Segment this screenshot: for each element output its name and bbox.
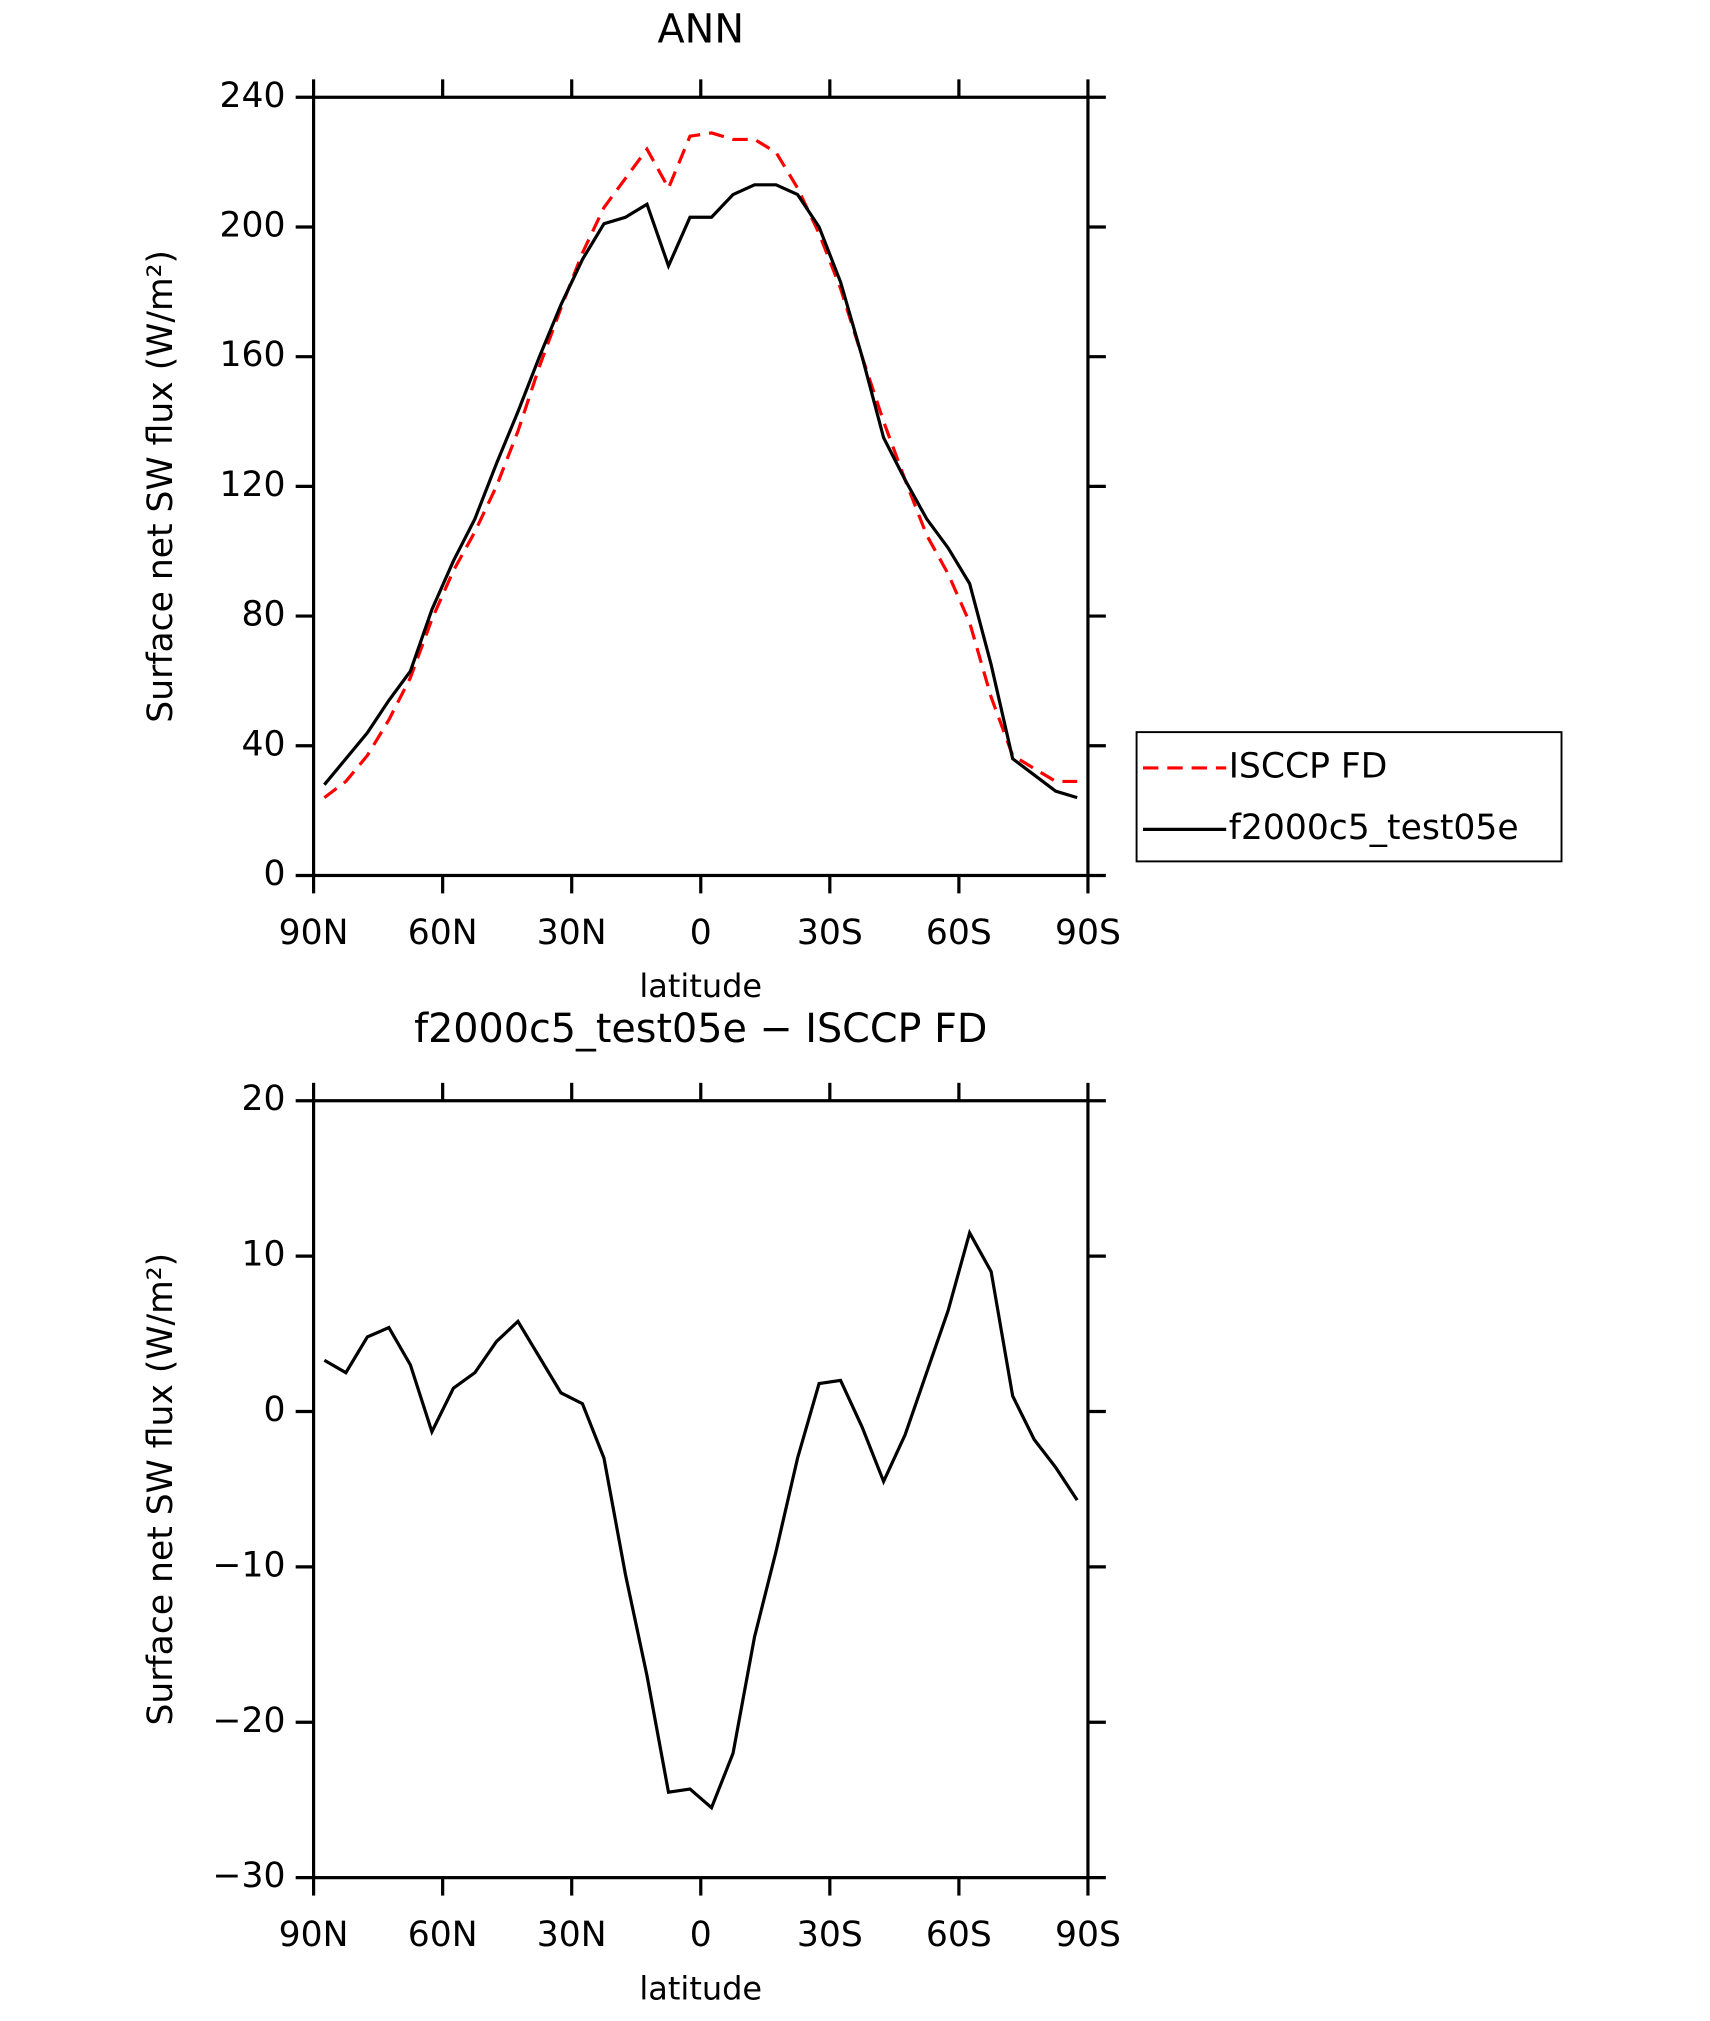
x-tick-label: 60N [408,1915,478,1955]
y-tick-label: 20 [241,1079,285,1119]
x-tick-label: 30N [537,913,607,953]
x-tick-label: 0 [690,1915,712,1955]
x-axis-label: latitude [639,1969,762,2007]
y-tick-label: 120 [219,465,285,505]
y-tick-label: −20 [213,1701,286,1741]
legend-label: f2000c5_test05e [1229,808,1519,848]
y-tick-label: 160 [219,335,285,375]
x-tick-label: 60S [926,1915,992,1955]
y-tick-label: 200 [219,205,285,245]
x-tick-label: 0 [690,913,712,953]
x-tick-label: 30S [797,1915,863,1955]
legend-label: ISCCP FD [1229,746,1388,786]
chart-title: ANN [658,6,744,52]
y-tick-label: −30 [213,1856,286,1896]
y-tick-label: −10 [213,1545,286,1585]
plot-frame [311,1099,1090,1880]
x-tick-label: 60N [408,913,478,953]
y-tick-label: 10 [241,1235,285,1275]
x-axis-label: latitude [639,967,762,1005]
y-tick-label: 0 [263,854,285,894]
data-line [323,1228,1079,1811]
y-axis-label: Surface net SW flux (W/m²) [141,250,181,723]
x-tick-label: 90N [279,1915,349,1955]
legend-box [1135,731,1563,863]
data-line [323,131,1078,799]
y-tick-label: 40 [241,724,285,764]
y-axis-label: Surface net SW flux (W/m²) [141,1253,181,1726]
x-tick-label: 90S [1055,1915,1121,1955]
x-tick-label: 30S [797,913,863,953]
x-tick-label: 90N [279,913,349,953]
plot-frame [311,95,1090,878]
x-tick-label: 90S [1055,913,1121,953]
chart-title: f2000c5_test05e − ISCCP FD [414,1006,987,1052]
y-tick-label: 0 [263,1390,285,1430]
x-tick-label: 60S [926,913,992,953]
data-line [323,183,1078,800]
y-tick-label: 240 [219,76,285,116]
x-tick-label: 30N [537,1915,607,1955]
y-tick-label: 80 [241,595,285,635]
